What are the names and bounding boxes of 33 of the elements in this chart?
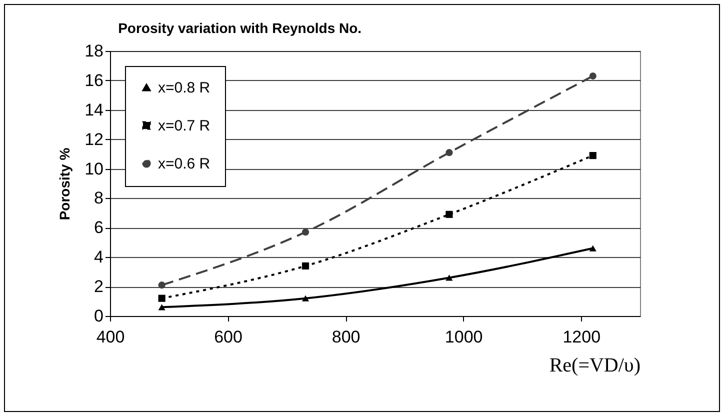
point [589, 245, 596, 252]
x-tick-label: 1000 [444, 328, 483, 346]
point [446, 210, 453, 218]
y-tick-label: 16 [84, 70, 104, 90]
point [158, 304, 166, 310]
y-tick-label: 14 [84, 100, 104, 120]
x-tick-label: 800 [332, 328, 360, 346]
y-axis-title: Porosity % [56, 147, 73, 220]
point [446, 149, 453, 156]
legend-label: x=0.8 R [158, 80, 210, 96]
point [302, 262, 310, 270]
point [158, 282, 166, 289]
x-tick-label: 1200 [562, 328, 601, 346]
y-tick-label: 8 [94, 188, 104, 208]
point [302, 295, 310, 302]
y-tick-label: 0 [94, 306, 104, 326]
legend-label: x=0.6 R [158, 156, 210, 172]
chart-title: Porosity variation with Reynolds No. [118, 20, 362, 36]
y-tick-label: 12 [84, 130, 104, 149]
x-tick-label: 600 [214, 328, 242, 346]
y-tick-label: 6 [94, 218, 104, 238]
point [446, 274, 453, 281]
y-tick-label: 18 [84, 42, 104, 60]
point [589, 72, 596, 80]
y-tick-label: 4 [94, 248, 104, 267]
y-tick-label: 10 [84, 159, 104, 178]
point [589, 152, 596, 160]
x-axis-title: Re(=VD/υ) [549, 354, 640, 376]
x-tick-label: 400 [96, 328, 125, 346]
point [302, 228, 310, 236]
legend-label: x=0.7 R [158, 118, 210, 134]
point [158, 294, 166, 302]
y-tick-label: 2 [94, 277, 104, 296]
